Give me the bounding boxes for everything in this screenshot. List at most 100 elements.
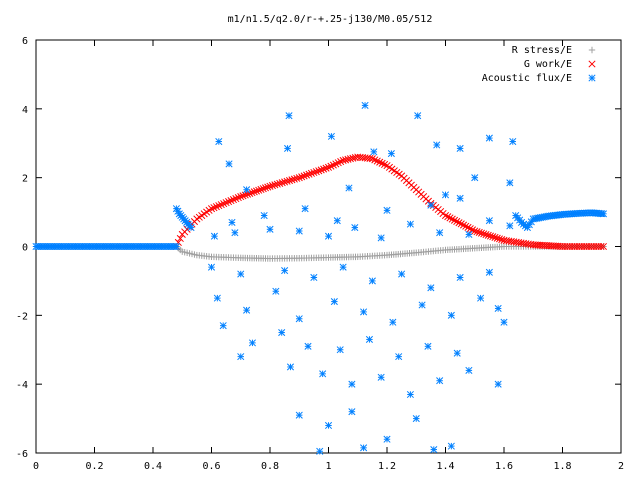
x-tick-label: 1.6: [495, 461, 513, 472]
series-r-stress-e: [173, 243, 607, 262]
data-point: [377, 373, 385, 381]
data-point: [360, 444, 368, 452]
data-point: [210, 232, 218, 240]
data-point: [599, 210, 608, 218]
data-point: [237, 193, 245, 201]
data-point: [300, 172, 308, 180]
series-acoustic-flux-e: [32, 101, 608, 455]
chart-title: m1/n1.5/q2.0/r-+.25-j130/M0.05/512: [228, 14, 433, 25]
data-point: [324, 232, 333, 240]
data-point: [446, 214, 454, 222]
data-point: [250, 188, 258, 196]
data-point: [237, 270, 245, 278]
x-tick-label: 1: [325, 461, 331, 472]
data-point: [252, 187, 261, 195]
data-point: [456, 144, 464, 152]
x-tick-label: 1.8: [553, 461, 571, 472]
data-point: [366, 154, 374, 163]
data-point: [430, 446, 438, 454]
data-point: [243, 306, 251, 314]
data-point: [480, 230, 488, 238]
data-point: [361, 101, 369, 109]
data-point: [303, 171, 311, 179]
data-point: [295, 315, 303, 323]
data-point: [315, 167, 323, 175]
data-point: [212, 203, 220, 211]
data-point: [266, 225, 274, 233]
data-point: [506, 222, 514, 230]
data-point: [234, 194, 242, 202]
y-tick-label: 2: [22, 174, 28, 185]
data-point: [231, 229, 239, 237]
data-point: [322, 164, 330, 172]
data-point: [239, 192, 247, 200]
data-point: [588, 46, 596, 54]
y-tick-label: -4: [16, 380, 28, 391]
data-point: [248, 339, 257, 347]
data-point: [453, 349, 461, 357]
data-point: [172, 242, 180, 251]
data-point: [207, 263, 216, 271]
data-point: [365, 335, 374, 343]
data-point: [339, 263, 347, 271]
data-point: [225, 198, 233, 206]
data-point: [475, 228, 483, 236]
data-point: [377, 234, 385, 242]
data-point: [276, 179, 284, 187]
data-point: [320, 165, 328, 173]
data-point: [281, 267, 289, 275]
data-point: [348, 408, 356, 416]
data-point: [286, 363, 295, 371]
y-tick-label: 0: [22, 243, 28, 254]
data-point: [273, 180, 281, 188]
data-point: [509, 137, 517, 146]
data-point: [310, 273, 318, 282]
y-tick-label: 4: [22, 105, 28, 116]
x-tick-label: 0.4: [144, 461, 162, 472]
data-point: [271, 181, 279, 189]
data-point: [370, 148, 378, 156]
data-point: [217, 201, 225, 209]
data-point: [495, 235, 504, 243]
data-point: [444, 213, 452, 221]
data-point: [229, 196, 237, 204]
data-point: [453, 217, 461, 226]
data-point: [406, 220, 414, 228]
data-point: [176, 234, 184, 243]
data-point: [232, 195, 240, 203]
data-point: [348, 380, 356, 388]
data-point: [433, 141, 441, 149]
data-point: [312, 168, 320, 176]
data-point: [485, 268, 493, 276]
data-point: [599, 242, 608, 251]
data-point: [398, 270, 406, 278]
data-point: [257, 185, 265, 194]
data-point: [215, 202, 223, 210]
data-point: [494, 380, 502, 388]
data-point: [248, 189, 256, 197]
data-point: [427, 201, 435, 209]
data-point: [319, 370, 327, 378]
data-point: [424, 342, 432, 350]
data-point: [489, 233, 497, 241]
legend-label: G work/E: [524, 59, 572, 70]
data-point: [301, 205, 309, 213]
data-point: [305, 170, 313, 178]
data-point: [485, 217, 493, 225]
x-tick-label: 0.2: [85, 461, 103, 472]
data-point: [486, 232, 495, 240]
data-point: [389, 318, 397, 326]
data-point: [228, 218, 236, 226]
data-point: [288, 176, 296, 184]
data-point: [210, 204, 218, 212]
data-point: [588, 60, 596, 68]
data-point: [283, 144, 292, 152]
data-point: [278, 328, 286, 337]
legend-label: R stress/E: [512, 45, 572, 56]
data-point: [406, 390, 414, 399]
data-point: [237, 353, 245, 361]
data-point: [278, 179, 286, 187]
data-point: [473, 228, 481, 236]
data-point: [295, 227, 303, 235]
data-point: [283, 177, 291, 185]
